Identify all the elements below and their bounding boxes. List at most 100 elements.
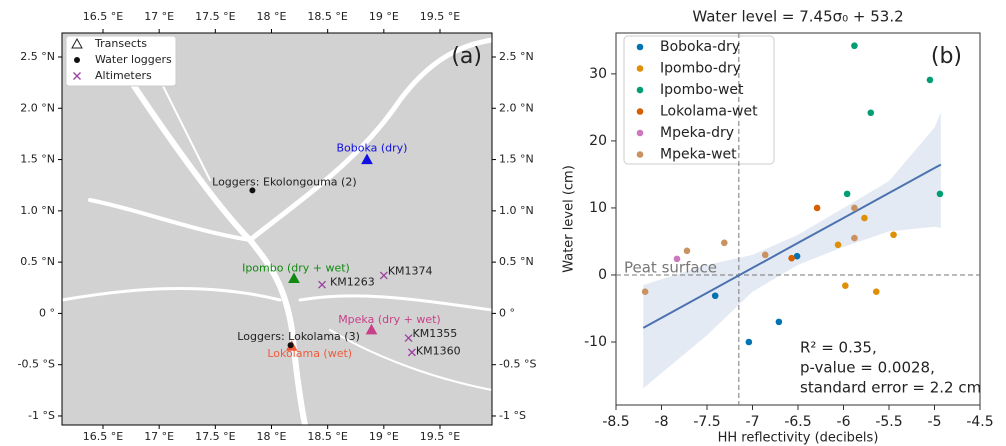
- x-tick-label-top: 17 °E: [144, 10, 174, 23]
- site-marker: [404, 334, 413, 342]
- point: [867, 109, 875, 117]
- site-label: KM1263: [330, 276, 375, 289]
- legend-marker: [636, 65, 644, 72]
- legend-marker: [636, 108, 644, 115]
- y-tick-label: 30: [589, 66, 607, 82]
- x-tick-label: -7.5: [693, 414, 720, 430]
- point: [851, 204, 858, 212]
- point: [745, 338, 753, 346]
- point: [711, 292, 719, 300]
- y-tick-label: 20: [589, 133, 607, 149]
- point: [926, 76, 934, 84]
- x-tick-label: -4.5: [966, 414, 993, 430]
- site-label: Ipombo (dry + wet): [242, 262, 350, 275]
- site-marker: [407, 348, 416, 357]
- point: [872, 288, 880, 296]
- x-tick-label: -6.5: [784, 414, 811, 430]
- y-tick-label-right: 2.5 °N: [499, 50, 534, 63]
- legend-label: Lokolama-wet: [660, 104, 758, 120]
- legend-label: Ipombo-wet: [660, 82, 744, 98]
- legend-marker: [73, 72, 81, 80]
- confidence-band: [643, 112, 941, 389]
- x-tick-label: 16.5 °E: [83, 430, 123, 443]
- y-tick-label: -10: [584, 334, 607, 350]
- y-tick-label: 1.5 °N: [20, 153, 55, 166]
- point: [673, 255, 681, 263]
- point: [843, 190, 851, 198]
- y-tick-label-right: 1.5 °N: [499, 153, 534, 166]
- site-marker: [249, 187, 256, 194]
- legend-label: Boboka-dry: [660, 39, 740, 55]
- y-tick-label-right: 0 °: [499, 306, 515, 319]
- x-tick-label-top: 16.5 °E: [83, 10, 123, 23]
- y-tick-label: -0.5 °S: [18, 358, 55, 371]
- x-tick-label: -8: [655, 414, 669, 430]
- stat-annotation: p-value = 0.0028,: [800, 359, 935, 377]
- point: [788, 254, 795, 262]
- x-tick-label: -5: [928, 414, 942, 430]
- point: [861, 214, 868, 222]
- x-tick-label-top: 18 °E: [257, 10, 287, 23]
- y-tick-label: 0: [598, 267, 607, 283]
- x-tick-label: -7: [746, 414, 760, 430]
- site-label: Loggers: Ekolongouma (2): [212, 175, 357, 188]
- legend-label: Altimeters: [95, 69, 152, 82]
- point: [890, 231, 897, 239]
- y-tick-label: 0.5 °N: [20, 255, 55, 268]
- y-tick-label-right: 0.5 °N: [499, 255, 534, 268]
- map-frame: [61, 32, 493, 426]
- legend-label: Transects: [94, 37, 147, 50]
- x-tick-label-top: 18.5 °E: [307, 10, 347, 23]
- site-label: Mpeka (dry + wet): [338, 313, 441, 326]
- point: [775, 318, 783, 326]
- y-tick-label: 2.5 °N: [20, 50, 55, 63]
- legend-label: Mpeka-dry: [660, 125, 734, 141]
- site-label: Boboka (dry): [336, 142, 407, 155]
- x-tick-label: -6: [837, 414, 851, 430]
- x-axis-label: HH reflectivity (decibels): [718, 431, 879, 446]
- legend-marker: [71, 37, 83, 49]
- legend-label: Mpeka-wet: [660, 147, 737, 163]
- site-label: KM1374: [388, 264, 433, 277]
- legend-marker: [636, 86, 644, 94]
- legend-marker: [74, 57, 80, 63]
- stat-annotation: standard error = 2.2 cm: [800, 379, 981, 397]
- point: [842, 282, 849, 289]
- point: [761, 251, 769, 259]
- site-label: Lokolama (wet): [267, 347, 352, 360]
- y-tick-label: -1 °S: [28, 409, 55, 422]
- legend-label: Water loggers: [95, 53, 172, 66]
- x-tick-label: 17 °E: [144, 430, 174, 443]
- x-tick-label: 18 °E: [257, 430, 287, 443]
- y-tick-label-right: -0.5 °S: [499, 358, 536, 371]
- panel-label: (a): [451, 44, 482, 69]
- site-marker: [288, 272, 300, 284]
- x-tick-label: 19.5 °E: [420, 430, 460, 443]
- y-axis-label: Water level (cm): [562, 165, 577, 273]
- legend-box: [623, 35, 775, 165]
- point: [641, 288, 649, 296]
- fit-line: [642, 163, 942, 329]
- y-tick-label-right: 1.0 °N: [499, 204, 534, 217]
- point: [834, 241, 842, 249]
- map-land: [62, 33, 492, 425]
- point: [851, 42, 858, 50]
- x-tick-label: 18.5 °E: [307, 430, 347, 443]
- x-tick-label-top: 19.5 °E: [420, 10, 460, 23]
- point: [793, 252, 801, 260]
- point: [813, 204, 821, 212]
- point: [936, 190, 944, 198]
- point: [851, 234, 858, 242]
- site-label: KM1355: [413, 327, 458, 340]
- x-tick-label: 17.5 °E: [195, 430, 235, 443]
- point: [720, 239, 728, 247]
- y-tick-label-right: -1 °S: [499, 409, 526, 422]
- legend-marker: [636, 151, 644, 158]
- site-marker: [365, 323, 378, 335]
- y-tick-label: 10: [589, 200, 607, 216]
- point: [683, 247, 691, 255]
- stat-annotation: R² = 0.35,: [800, 339, 877, 357]
- y-tick-label: 2.0 °N: [20, 101, 55, 114]
- x-tick-label-top: 17.5 °E: [195, 10, 235, 23]
